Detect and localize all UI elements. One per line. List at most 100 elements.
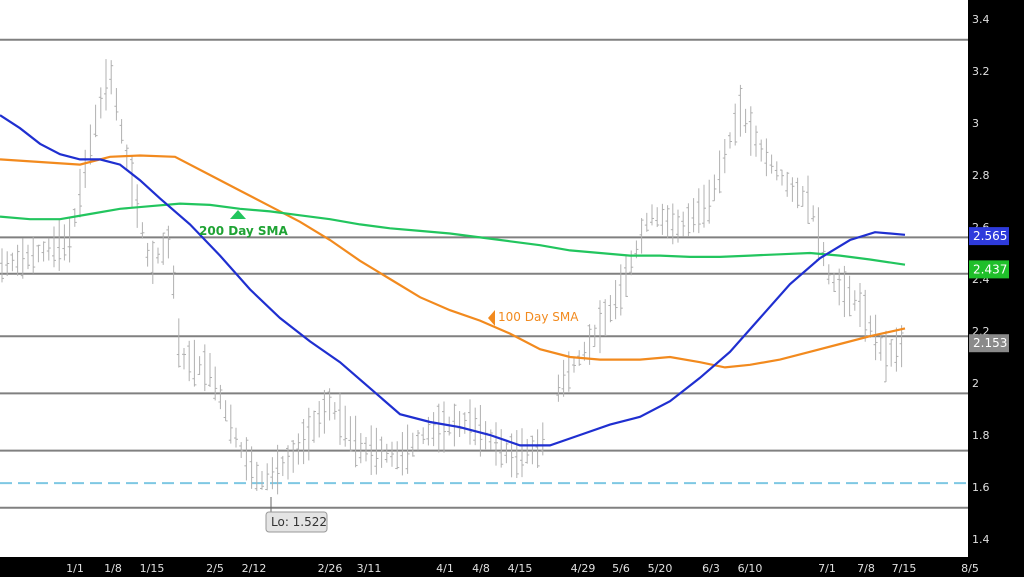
y-tick-label: 2: [972, 377, 979, 390]
price-bar: [473, 407, 478, 446]
price-bar: [78, 168, 82, 218]
price-bar: [468, 399, 472, 445]
y-tick-label: 1.8: [972, 429, 990, 442]
price-bar: [384, 443, 389, 463]
price-badge-bg: [969, 334, 1009, 353]
price-bar: [161, 232, 166, 265]
y-axis-panel: [968, 0, 1024, 577]
price-bar: [291, 440, 296, 473]
price-bar: [353, 415, 358, 468]
price-bar: [899, 325, 904, 368]
moving-average-lines: [0, 114, 906, 447]
price-bar: [46, 237, 51, 261]
x-tick-label: 7/8: [857, 562, 875, 575]
price-bar: [884, 330, 888, 383]
y-tick-label: 1.6: [972, 481, 990, 494]
price-bar: [852, 290, 857, 311]
price-bar: [322, 389, 327, 434]
price-bar: [213, 366, 218, 401]
price-bar: [613, 280, 618, 320]
price-badge: 2.153: [969, 334, 1009, 353]
price-bar: [754, 125, 758, 157]
x-tick-label: 5/6: [612, 562, 630, 575]
price-bar: [644, 212, 649, 232]
price-bar: [826, 264, 831, 285]
x-tick-label: 1/1: [66, 562, 84, 575]
y-tick-label: 3.2: [972, 65, 990, 78]
x-axis-ticks: 1/1 1/8 1/15 2/5 2/12 2/26 3/11 4/1 4/8 4/15 4/29 5…: [66, 562, 979, 575]
price-bar: [31, 236, 36, 274]
price-bar: [889, 339, 894, 367]
price-bar: [431, 412, 436, 447]
price-bar: [140, 222, 145, 239]
price-bar: [208, 352, 212, 388]
y-tick-label: 3.4: [972, 13, 990, 26]
x-tick-label: 3/11: [357, 562, 382, 575]
price-bar: [660, 203, 665, 235]
price-bar: [197, 356, 202, 375]
x-tick-label: 4/1: [436, 562, 454, 575]
price-bar: [665, 205, 670, 239]
x-tick-label: 1/8: [104, 562, 122, 575]
price-bar: [702, 184, 706, 228]
x-tick-label: 2/5: [206, 562, 224, 575]
price-bar: [790, 177, 795, 202]
x-tick-label: 1/15: [140, 562, 165, 575]
price-badge: 2.565: [969, 227, 1009, 246]
price-badge-label: 2.565: [973, 229, 1007, 243]
price-bar: [728, 132, 732, 149]
price-bar: [218, 384, 223, 410]
price-bar: [722, 139, 727, 174]
sma-200-marker-icon: [230, 210, 246, 219]
low-callout-label: Lo: 1.522: [271, 515, 327, 529]
price-bar: [691, 198, 696, 233]
x-tick-label: 2/26: [318, 562, 343, 575]
price-bar: [624, 255, 628, 297]
price-bar: [114, 88, 119, 121]
price-bar: [540, 422, 545, 456]
price-bar: [41, 241, 46, 262]
horizontal-levels: [0, 38, 968, 509]
price-bar: [566, 351, 571, 392]
price-bar: [286, 445, 290, 480]
sma-fast-line: [0, 114, 906, 447]
price-bar: [748, 106, 753, 156]
price-bar: [806, 175, 810, 224]
price-bar: [416, 430, 420, 451]
price-bar: [670, 203, 675, 245]
price-bar: [774, 161, 779, 181]
price-bar: [260, 471, 264, 490]
price-bar: [717, 150, 722, 194]
price-bar: [119, 119, 124, 144]
price-bar: [150, 240, 155, 284]
price-bar: [707, 179, 712, 224]
price-bar: [223, 400, 228, 422]
price-bar: [176, 318, 181, 368]
price-bar: [847, 275, 852, 317]
price-bar: [239, 442, 244, 458]
x-tick-label: 4/29: [571, 562, 596, 575]
price-bar: [816, 207, 821, 261]
price-bar: [608, 295, 613, 323]
price-bar: [681, 211, 686, 237]
price-bar: [104, 59, 108, 111]
price-bar: [62, 224, 67, 261]
price-bar: [509, 433, 514, 478]
price-bar: [244, 437, 249, 481]
price-bar: [202, 344, 207, 392]
price-bar: [187, 340, 192, 382]
price-bar: [733, 103, 738, 146]
price-bar: [785, 171, 790, 197]
annotations: 200 Day SMA 100 Day SMA Lo: 1.522: [199, 210, 579, 533]
price-bar: [842, 265, 847, 318]
price-badge-label: 2.437: [973, 262, 1007, 276]
x-tick-label: 4/8: [472, 562, 490, 575]
price-bar: [676, 209, 680, 243]
price-bar: [301, 419, 306, 465]
sma-100-marker-icon: [488, 310, 495, 326]
price-bar: [878, 335, 883, 361]
price-bar: [572, 356, 576, 373]
price-bar: [5, 251, 10, 277]
sma-100-label: 100 Day SMA: [498, 310, 579, 324]
